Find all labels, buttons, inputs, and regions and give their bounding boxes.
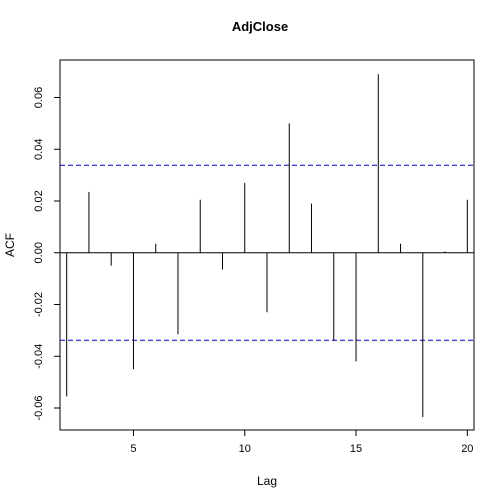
y-tick-label: 0.02 — [33, 190, 45, 211]
chart-title: AdjClose — [232, 19, 288, 34]
y-axis: -0.06 -0.04 -0.02 0.00 0.02 0.04 0.06 — [33, 87, 60, 421]
x-tick-label: 20 — [461, 443, 473, 455]
x-tick-label: 5 — [130, 443, 136, 455]
y-tick-label: -0.04 — [33, 344, 45, 369]
y-tick-label: -0.06 — [33, 395, 45, 420]
y-tick-label: -0.02 — [33, 292, 45, 317]
y-axis-label: ACF — [3, 233, 17, 257]
plot-frame — [59, 59, 475, 431]
y-tick-label: 0.00 — [33, 242, 45, 263]
acf-bars — [66, 74, 468, 418]
x-axis-label: Lag — [257, 474, 277, 488]
y-tick-label: 0.04 — [33, 139, 45, 160]
x-tick-label: 10 — [239, 443, 251, 455]
y-tick-label: 0.06 — [33, 87, 45, 108]
confidence-bounds — [60, 164, 474, 341]
x-axis: 5 10 15 20 — [130, 430, 473, 455]
x-tick-label: 15 — [350, 443, 362, 455]
